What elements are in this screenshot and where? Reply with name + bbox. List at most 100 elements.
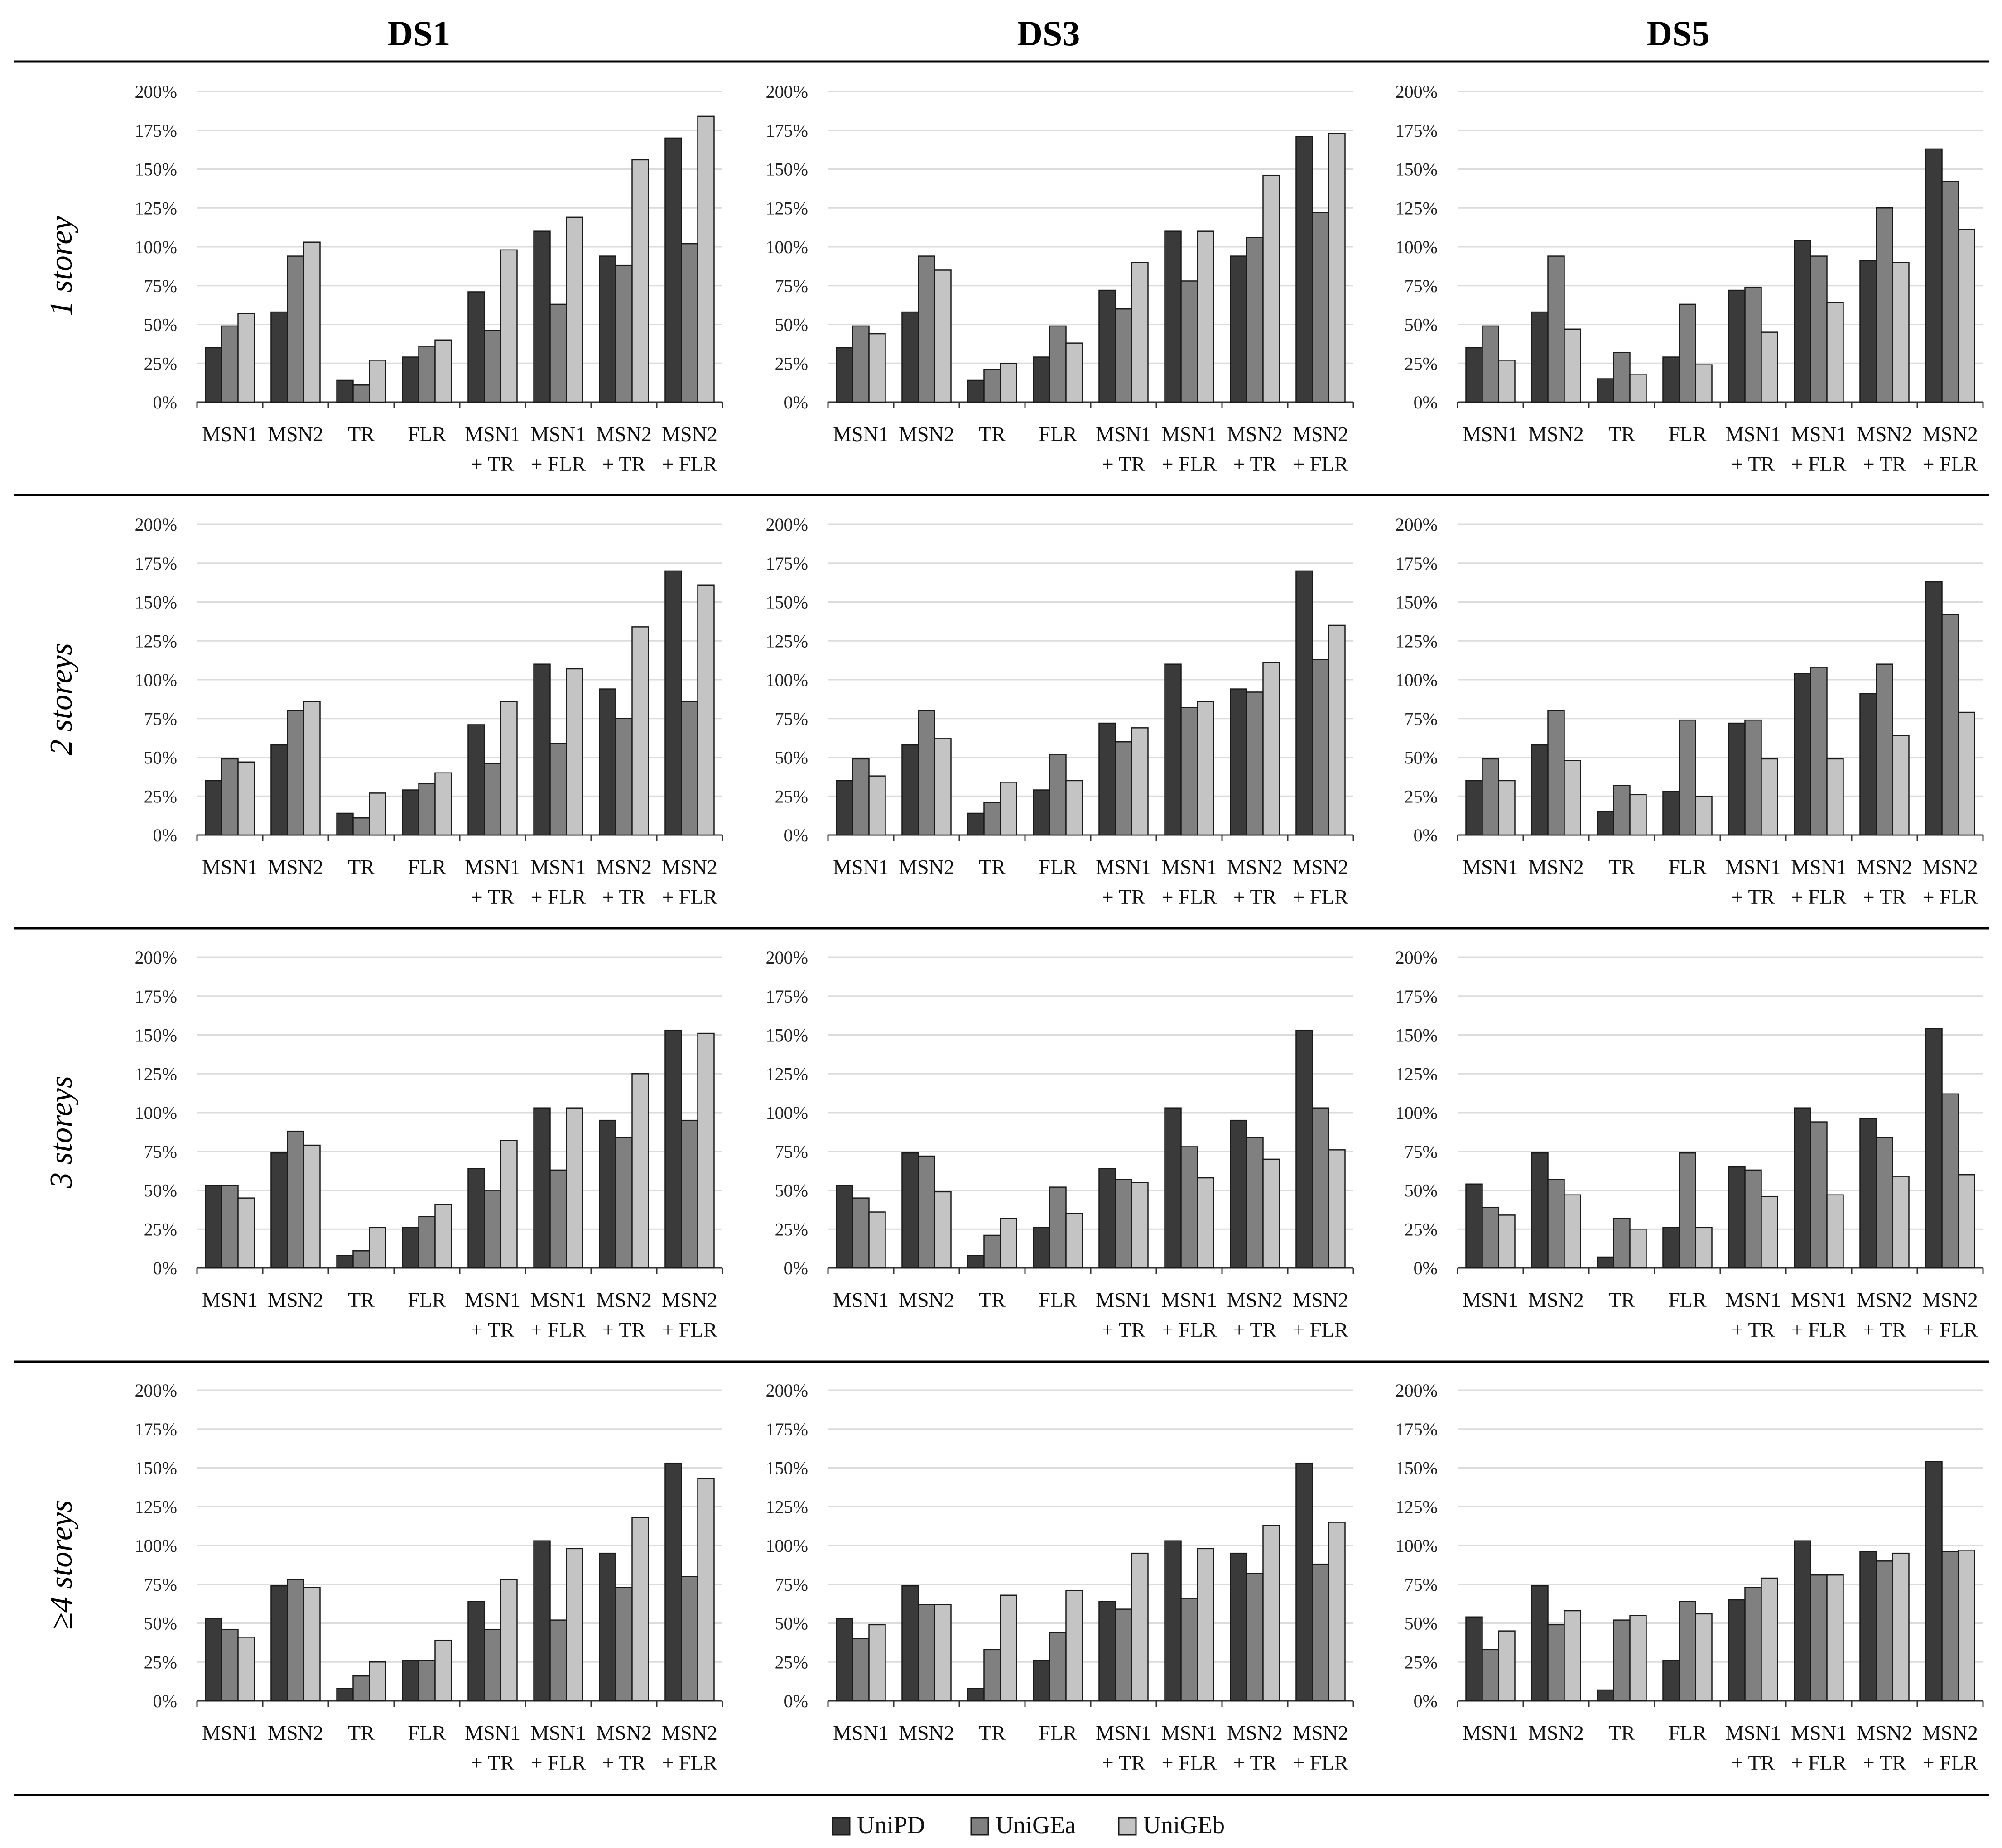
bar-unigeb <box>1498 1214 1516 1269</box>
bar-unigeb <box>1000 782 1017 836</box>
bar-unigeb <box>369 1661 386 1702</box>
category-label: MSN1 <box>1096 1288 1151 1311</box>
bar-unipd <box>599 688 616 836</box>
bar-unigea <box>221 758 239 836</box>
y-tick-label: 100% <box>1396 1103 1438 1123</box>
category-label: + TR <box>1233 885 1277 908</box>
bar-unigeb <box>1564 328 1581 403</box>
bar-unigeb <box>934 1191 952 1269</box>
category-label: + FLR <box>1791 1318 1847 1341</box>
bar-unipd <box>1859 1118 1877 1269</box>
bar-unipd <box>1098 1601 1116 1702</box>
category-label: MSN2 <box>596 1721 652 1744</box>
bar-unipd <box>205 780 222 836</box>
bar-unipd <box>1033 1227 1050 1269</box>
y-tick-label: 25% <box>775 786 808 806</box>
category-label: FLR <box>1668 855 1707 878</box>
bar-unipd <box>967 1688 985 1702</box>
bar-unigeb <box>237 761 255 836</box>
bar-unipd <box>1164 230 1182 403</box>
bar-unipd <box>1230 1552 1247 1702</box>
row-labels: 1 storey 2 storeys 3 storeys ≥4 storeys <box>44 216 79 1630</box>
bar-unigeb <box>1958 1174 1975 1269</box>
legend-label-unipd: UniPD <box>857 1811 925 1838</box>
bar-unigeb <box>1262 1158 1280 1269</box>
bar-unipd <box>1794 1107 1811 1269</box>
row-label: ≥4 storeys <box>44 1500 79 1630</box>
y-tick-label: 75% <box>1405 1142 1438 1162</box>
y-tick-label: 150% <box>766 1458 808 1478</box>
panel-ds3-row2: 0% 25% 50% 75% 100% 125% 150% 175% 200% MSN1 MSN2 T… <box>766 514 1354 908</box>
category-label: MSN2 <box>1857 422 1912 446</box>
bar-unipd <box>1794 240 1811 403</box>
category-label: + TR <box>602 1751 646 1774</box>
bar-unipd <box>205 347 222 403</box>
y-tick-label: 175% <box>1396 553 1438 574</box>
bar-unipd <box>1295 1462 1313 1702</box>
category-label: + FLR <box>662 885 717 908</box>
category-label: MSN2 <box>1922 1721 1978 1744</box>
bar-unigeb <box>1826 758 1844 836</box>
bar-unipd <box>836 1618 853 1702</box>
bar-unigeb <box>631 159 649 403</box>
bar-unigeb <box>1065 780 1083 836</box>
bar-unigea <box>1312 1563 1329 1702</box>
bar-unigeb <box>631 1517 649 1702</box>
y-tick-label: 125% <box>135 1064 177 1084</box>
bar-unigea <box>1115 741 1132 836</box>
category-label: + FLR <box>531 1751 586 1774</box>
category-label: + FLR <box>531 1318 586 1341</box>
category-label: TR <box>1608 1288 1635 1311</box>
category-label: MSN1 <box>202 1288 258 1311</box>
bar-unipd <box>1465 347 1483 403</box>
bar-unigea <box>352 817 370 836</box>
bar-unigea <box>681 701 698 836</box>
bar-unigeb <box>369 1227 386 1269</box>
category-label: MSN2 <box>662 422 717 446</box>
category-label: MSN1 <box>833 1721 889 1744</box>
y-tick-label: 125% <box>1396 1064 1438 1084</box>
category-label: MSN2 <box>662 1721 717 1744</box>
category-label: MSN1 <box>1725 1288 1781 1311</box>
category-label: MSN1 <box>1791 422 1847 446</box>
category-label: MSN2 <box>268 855 323 878</box>
bar-unigea <box>918 710 935 836</box>
y-tick-label: 125% <box>766 631 808 651</box>
y-tick-label: 25% <box>144 1219 177 1239</box>
category-label: + TR <box>471 1751 515 1774</box>
y-tick-label: 175% <box>1396 986 1438 1007</box>
category-label: TR <box>1608 855 1635 878</box>
bar-unigeb <box>1761 758 1778 836</box>
category-label: + TR <box>1233 1318 1277 1341</box>
column-header-ds1: DS1 <box>388 14 451 53</box>
category-label: + TR <box>1233 1751 1277 1774</box>
bar-unigeb <box>434 1639 452 1702</box>
category-label: + FLR <box>662 1318 717 1341</box>
bar-unipd <box>967 812 985 836</box>
bar-unigeb <box>1197 701 1214 836</box>
row-separators <box>14 60 1989 1796</box>
category-label: FLR <box>1039 855 1077 878</box>
category-label: + TR <box>1102 1318 1145 1341</box>
bar-unipd <box>1925 581 1943 836</box>
legend-swatch-unigeb <box>1118 1817 1137 1836</box>
y-tick-label: 150% <box>766 159 808 180</box>
bar-unigeb <box>1131 727 1149 836</box>
category-label: MSN1 <box>1463 1721 1518 1744</box>
category-label: MSN2 <box>899 855 954 878</box>
bar-unipd <box>664 570 682 836</box>
category-label: MSN2 <box>1857 1288 1912 1311</box>
bar-unigea <box>1876 1137 1893 1269</box>
bar-unipd <box>664 1029 682 1269</box>
bar-unigeb <box>697 115 715 403</box>
y-tick-label: 50% <box>1405 315 1438 335</box>
bar-unipd <box>599 1552 616 1702</box>
bar-unipd <box>836 1185 853 1269</box>
category-label: MSN1 <box>1725 1721 1781 1744</box>
category-label: MSN1 <box>1161 1288 1217 1311</box>
bar-unigeb <box>303 701 321 836</box>
bar-unigea <box>1679 719 1696 836</box>
y-tick-label: 150% <box>135 1458 177 1478</box>
y-tick-label: 75% <box>144 709 177 729</box>
bar-unipd <box>599 1119 616 1269</box>
